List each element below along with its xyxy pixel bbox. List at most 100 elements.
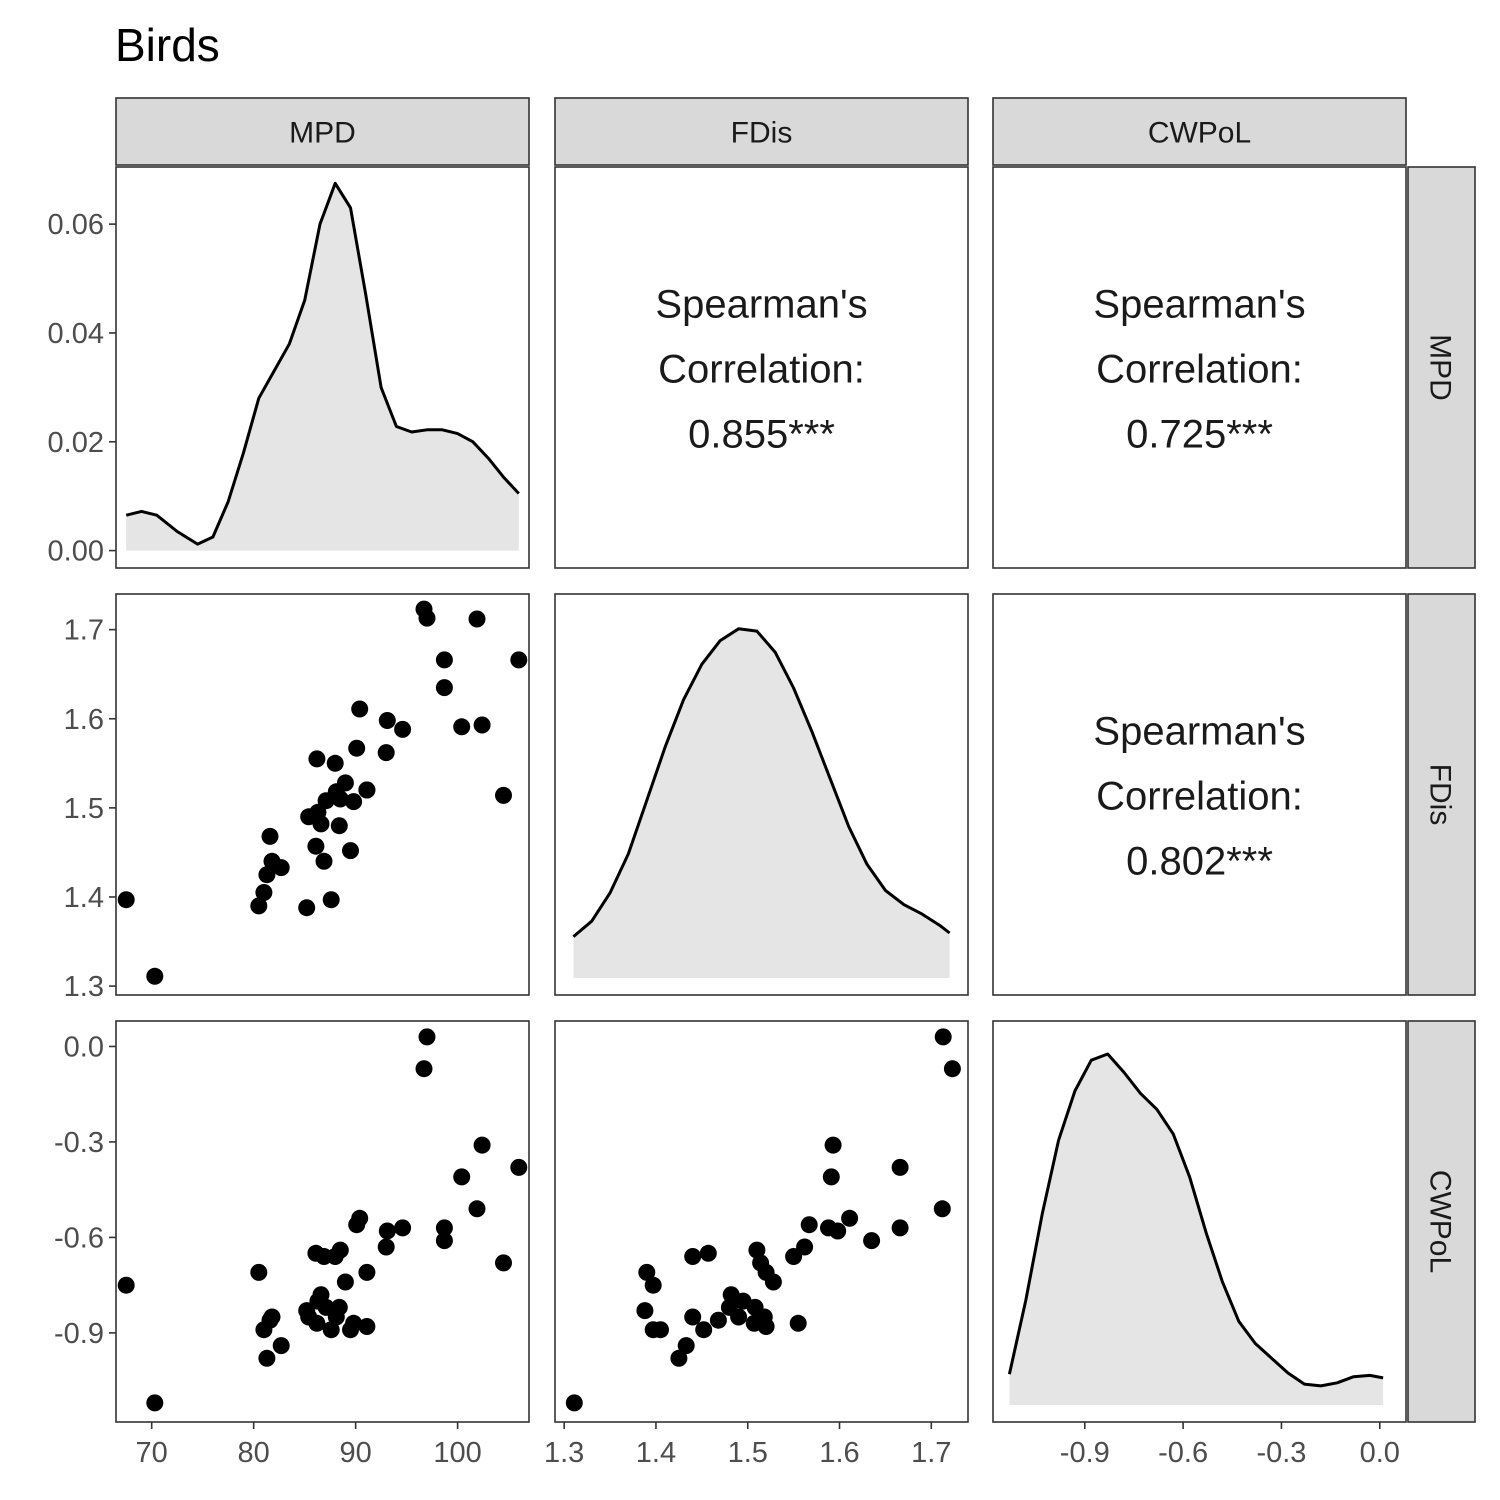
point-cwpol-vs-fdis-0 [644, 1276, 662, 1294]
panel-border-cwpol-mpd [115, 1020, 530, 1423]
point-fdis-vs-mpd-34 [435, 679, 453, 697]
point-cwpol-vs-fdis-2 [638, 1263, 656, 1281]
point-fdis-vs-mpd-35 [453, 718, 471, 736]
point-fdis-vs-mpd-4 [258, 866, 276, 884]
xtick-label-cwpol-2: -0.3 [1256, 1437, 1306, 1469]
density-area-fdis [573, 628, 950, 978]
strip-top-label-fdis: FDis [731, 117, 793, 150]
point-cwpol-vs-mpd-37 [473, 1136, 491, 1154]
point-fdis-vs-mpd-38 [495, 786, 512, 804]
point-fdis-vs-mpd-20 [331, 790, 349, 808]
point-fdis-vs-mpd-3 [255, 884, 273, 901]
point-cwpol-vs-fdis-22 [695, 1321, 713, 1339]
point-cwpol-vs-mpd-28 [377, 1238, 395, 1256]
density-area-mpd [126, 183, 519, 551]
point-fdis-vs-mpd-39 [510, 651, 528, 669]
corr-text-mpd-fdis-1: Correlation: [658, 348, 865, 392]
point-cwpol-vs-mpd-26 [358, 1263, 376, 1281]
point-cwpol-vs-mpd-4 [258, 1349, 276, 1367]
panel-border-cwpol-cwpol [992, 1020, 1407, 1423]
point-fdis-vs-mpd-36 [468, 610, 486, 628]
xtick-label-cwpol-3: 0.0 [1360, 1437, 1400, 1469]
strip-right-label-fdis: FDis [1424, 764, 1457, 826]
point-cwpol-vs-mpd-36 [468, 1200, 486, 1218]
point-fdis-vs-mpd-7 [272, 859, 290, 877]
corr-text-mpd-cwpol-1: Correlation: [1096, 348, 1303, 392]
strip-right-mpd [1407, 166, 1476, 569]
corr-text-fdis-cwpol-1: Correlation: [1096, 775, 1303, 819]
ytick-label-cwpol-0: -0.9 [54, 1318, 104, 1350]
point-cwpol-vs-mpd-32 [418, 1028, 436, 1046]
point-cwpol-vs-mpd-20 [331, 1241, 349, 1259]
panel-border-mpd-mpd [115, 166, 530, 569]
point-cwpol-vs-mpd-39 [510, 1158, 528, 1176]
point-cwpol-vs-fdis-5 [709, 1311, 727, 1329]
xtick-label-fdis-2: 1.5 [728, 1437, 768, 1469]
panel-border-fdis-cwpol [992, 593, 1407, 996]
corr-text-mpd-cwpol-2: 0.725*** [1126, 413, 1273, 457]
point-fdis-vs-mpd-32 [418, 609, 436, 627]
xtick-label-fdis-4: 1.7 [911, 1437, 951, 1469]
point-cwpol-vs-fdis-19 [720, 1298, 738, 1316]
point-cwpol-vs-fdis-28 [796, 1238, 814, 1256]
point-fdis-vs-mpd-22 [342, 842, 359, 860]
point-cwpol-vs-fdis-8 [636, 1302, 654, 1320]
point-cwpol-vs-fdis-7 [677, 1337, 695, 1355]
point-cwpol-vs-fdis-13 [722, 1286, 740, 1304]
strip-top-cwpol [992, 97, 1407, 166]
point-cwpol-vs-fdis-34 [863, 1232, 881, 1250]
point-cwpol-vs-mpd-31 [415, 1060, 433, 1078]
density-line-cwpol [1007, 1052, 1384, 1388]
strip-right-label-cwpol: CWPoL [1424, 1170, 1457, 1273]
ytick-label-mpd-density-1: 0.02 [48, 427, 104, 459]
xtick-label-fdis-1: 1.4 [636, 1437, 676, 1469]
ytick-label-fdis-3: 1.6 [64, 704, 104, 736]
point-fdis-vs-mpd-30 [394, 720, 412, 738]
point-fdis-vs-mpd-24 [348, 739, 366, 757]
point-cwpol-vs-fdis-11 [789, 1314, 807, 1332]
ytick-label-mpd-density-3: 0.06 [48, 209, 104, 241]
strip-top-mpd [115, 97, 530, 166]
point-cwpol-vs-fdis-38 [752, 1254, 770, 1272]
point-cwpol-vs-fdis-37 [824, 1136, 842, 1154]
point-fdis-vs-mpd-1 [146, 967, 164, 985]
point-cwpol-vs-mpd-7 [272, 1337, 290, 1355]
point-cwpol-vs-fdis-20 [748, 1241, 766, 1259]
point-cwpol-vs-fdis-31 [943, 1060, 961, 1078]
point-fdis-vs-mpd-23 [345, 793, 363, 811]
strip-right-fdis [1407, 593, 1476, 996]
point-fdis-vs-mpd-17 [326, 754, 344, 772]
point-cwpol-vs-mpd-34 [435, 1232, 453, 1250]
panel-border-mpd-fdis [554, 166, 969, 569]
point-cwpol-vs-mpd-0 [117, 1276, 135, 1294]
panel-bg-cwpol-fdis [555, 1021, 968, 1422]
point-fdis-vs-mpd-10 [307, 837, 325, 855]
point-fdis-vs-mpd-2 [250, 897, 268, 915]
xtick-label-cwpol-1: -0.6 [1158, 1437, 1208, 1469]
point-cwpol-vs-fdis-39 [891, 1158, 909, 1176]
point-cwpol-vs-mpd-11 [308, 1314, 326, 1332]
point-cwpol-vs-mpd-1 [146, 1394, 164, 1412]
strip-top-fdis [554, 97, 969, 166]
panel-bg-cwpol-mpd [116, 1021, 529, 1422]
point-fdis-vs-mpd-16 [322, 891, 340, 909]
point-fdis-vs-mpd-19 [330, 817, 348, 835]
xtick-label-mpd-0: 70 [136, 1437, 168, 1469]
ytick-label-fdis-1: 1.4 [64, 882, 104, 914]
point-cwpol-vs-mpd-38 [495, 1254, 512, 1272]
point-fdis-vs-mpd-8 [298, 899, 316, 917]
point-cwpol-vs-mpd-27 [358, 1318, 376, 1335]
point-cwpol-vs-mpd-29 [378, 1222, 396, 1240]
point-cwpol-vs-fdis-32 [934, 1028, 952, 1046]
point-cwpol-vs-fdis-10 [699, 1244, 717, 1262]
point-cwpol-vs-mpd-21 [336, 1273, 354, 1291]
panel-bg-fdis-cwpol [993, 594, 1406, 995]
point-cwpol-vs-fdis-33 [891, 1219, 909, 1237]
point-fdis-vs-mpd-27 [358, 781, 376, 799]
corr-text-fdis-cwpol-0: Spearman's [1093, 710, 1305, 754]
xtick-label-mpd-1: 80 [238, 1437, 270, 1469]
point-fdis-vs-mpd-13 [312, 815, 330, 833]
point-cwpol-vs-fdis-6 [684, 1308, 702, 1326]
point-cwpol-vs-mpd-6 [263, 1308, 281, 1326]
xtick-label-fdis-3: 1.6 [819, 1437, 859, 1469]
